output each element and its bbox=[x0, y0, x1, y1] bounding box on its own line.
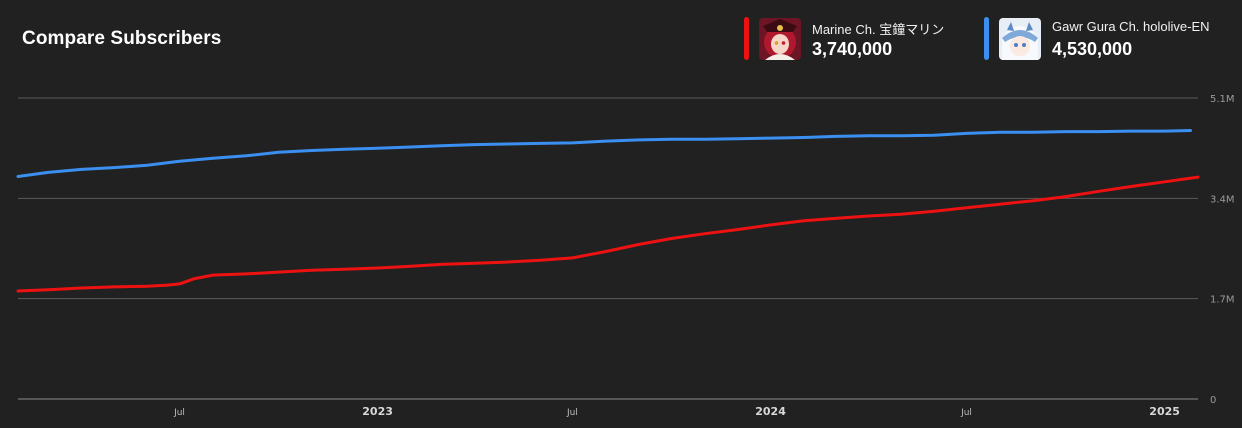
x-tick-label: Jul bbox=[960, 408, 972, 418]
legend-count: 3,740,000 bbox=[812, 39, 893, 59]
x-tick-label: 2024 bbox=[755, 405, 786, 418]
marine-avatar-icon[interactable] bbox=[759, 18, 801, 60]
y-tick-label: 3.4M bbox=[1210, 194, 1235, 205]
legend-color-swatch bbox=[984, 17, 989, 60]
series-line-0[interactable] bbox=[16, 175, 1200, 293]
legend-count: 4,530,000 bbox=[1052, 39, 1133, 59]
x-tick-label: Jul bbox=[173, 408, 185, 418]
y-tick-label: 5.1M bbox=[1210, 94, 1235, 105]
x-tick-label: 2025 bbox=[1149, 405, 1180, 418]
y-tick-label: 1.7M bbox=[1210, 295, 1235, 306]
series-line-1[interactable] bbox=[16, 129, 1192, 178]
legend-name: Marine Ch. 宝鐘マリン bbox=[812, 22, 945, 37]
legend-color-swatch bbox=[744, 17, 749, 60]
legend-name: Gawr Gura Ch. hololive-EN bbox=[1052, 19, 1210, 34]
gura-avatar-icon[interactable] bbox=[999, 18, 1041, 60]
y-tick-label: 0 bbox=[1210, 395, 1216, 406]
chart-title: Compare Subscribers bbox=[22, 28, 222, 49]
x-tick-label: 2023 bbox=[362, 405, 393, 418]
x-tick-label: Jul bbox=[566, 408, 578, 418]
